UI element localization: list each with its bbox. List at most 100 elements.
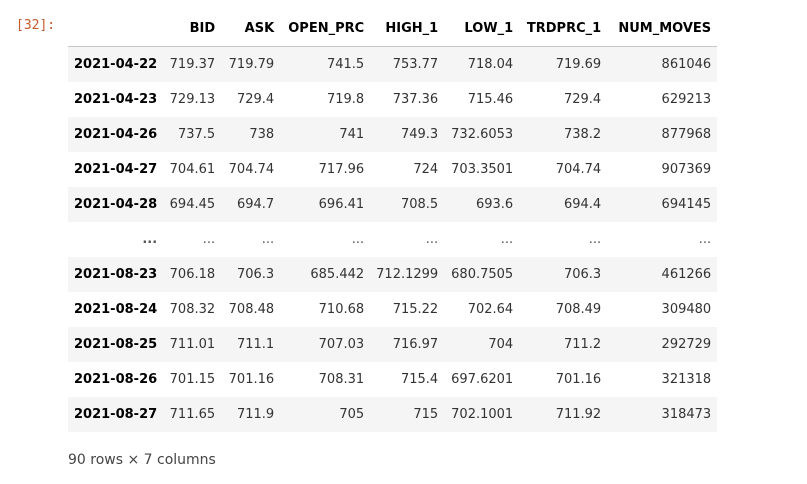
cell-num-moves: 861046 — [661, 57, 712, 72]
cell-num-moves: 318473 — [661, 407, 712, 422]
cell-open-prc: 696.41 — [318, 197, 365, 212]
cell-open-prc: 741 — [339, 127, 365, 142]
table-header: BID ASK OPEN_PRC HIGH_1 LOW_1 TRDPRC_1 N… — [68, 10, 718, 47]
table-row: 2021-04-28 694.45 694.7 696.41 708.5 693… — [68, 187, 718, 222]
cell-ask: 719.79 — [228, 57, 275, 72]
table-row: 2021-04-26 737.5 738 741 749.3 732.6053 … — [68, 117, 718, 152]
cell-open-prc: 719.8 — [326, 92, 365, 107]
row-index: 2021-04-28 — [74, 197, 158, 212]
table-row: 2021-08-23 706.18 706.3 685.442 712.1299… — [68, 257, 718, 292]
cell-trdprc: 694.4 — [563, 197, 602, 212]
cell-num-moves: 292729 — [661, 337, 712, 352]
column-header-bid: BID — [163, 10, 222, 47]
table-row: 2021-04-22 719.37 719.79 741.5 753.77 71… — [68, 46, 718, 82]
column-header-low: LOW_1 — [444, 10, 520, 47]
cell-num-moves: 907369 — [661, 162, 712, 177]
row-index: 2021-04-26 — [74, 127, 158, 142]
cell-high: 708.5 — [400, 197, 439, 212]
cell-ask: 708.48 — [228, 302, 275, 317]
cell-trdprc: 738.2 — [563, 127, 602, 142]
row-index: 2021-08-24 — [74, 302, 158, 317]
table-row: 2021-08-26 701.15 701.16 708.31 715.4 69… — [68, 362, 717, 397]
cell-open-prc: 685.442 — [310, 267, 365, 282]
ellipsis-row: ... ... ... ... ... ... ... ... — [68, 222, 717, 257]
cell-open-prc: ... — [351, 232, 365, 247]
cell-trdprc: ... — [588, 232, 602, 247]
column-header-open-prc: OPEN_PRC — [280, 10, 371, 47]
row-index: 2021-04-22 — [74, 57, 158, 72]
cell-num-moves: 309480 — [661, 302, 712, 317]
cell-num-moves: 461266 — [661, 267, 712, 282]
cell-high: 737.36 — [392, 92, 439, 107]
cell-open-prc: 741.5 — [326, 57, 365, 72]
cell-num-moves: ... — [698, 232, 712, 247]
cell-trdprc: 719.69 — [555, 57, 602, 72]
cell-low: 704 — [488, 337, 514, 352]
cell-low: 702.64 — [467, 302, 514, 317]
cell-open-prc: 708.31 — [318, 372, 365, 387]
cell-num-moves: 877968 — [661, 127, 712, 142]
table-row: 2021-08-25 711.01 711.1 707.03 716.97 70… — [68, 327, 718, 362]
dataframe-table: BID ASK OPEN_PRC HIGH_1 LOW_1 TRDPRC_1 N… — [68, 10, 718, 432]
cell-ask: 694.7 — [236, 197, 275, 212]
cell-trdprc: 701.16 — [555, 372, 602, 387]
cell-low: 697.6201 — [451, 372, 514, 387]
cell-num-moves: 321318 — [661, 372, 712, 387]
cell-bid: 737.5 — [177, 127, 216, 142]
cell-high: 753.77 — [392, 57, 439, 72]
cell-ask: 706.3 — [236, 267, 275, 282]
row-index: 2021-08-23 — [74, 267, 158, 282]
cell-high: 724 — [413, 162, 439, 177]
row-index: ... — [142, 232, 158, 247]
cell-high: ... — [425, 232, 439, 247]
dataframe-shape-summary: 90 rows × 7 columns — [68, 452, 216, 468]
cell-bid: 704.61 — [169, 162, 216, 177]
cell-high: 716.97 — [392, 337, 439, 352]
cell-low: 732.6053 — [451, 127, 514, 142]
cell-low: 703.3501 — [451, 162, 514, 177]
cell-low: 693.6 — [475, 197, 514, 212]
row-index: 2021-08-25 — [74, 337, 158, 352]
table-row: 2021-04-27 704.61 704.74 717.96 724 703.… — [68, 152, 717, 187]
cell-trdprc: 706.3 — [563, 267, 602, 282]
cell-bid: 701.15 — [169, 372, 216, 387]
cell-ask: 711.9 — [236, 407, 275, 422]
column-header-ask: ASK — [221, 10, 281, 47]
cell-bid: 694.45 — [169, 197, 216, 212]
cell-output: BID ASK OPEN_PRC HIGH_1 LOW_1 TRDPRC_1 N… — [68, 10, 718, 432]
column-header-num-moves: NUM_MOVES — [607, 10, 718, 47]
cell-high: 715.22 — [392, 302, 439, 317]
cell-high: 715 — [413, 407, 439, 422]
index-header — [68, 10, 164, 47]
row-index: 2021-08-27 — [74, 407, 158, 422]
cell-open-prc: 707.03 — [318, 337, 365, 352]
cell-ask: ... — [261, 232, 275, 247]
table-row: 2021-08-27 711.65 711.9 705 715 702.1001… — [68, 397, 718, 432]
cell-low: 718.04 — [467, 57, 514, 72]
cell-low: 702.1001 — [451, 407, 514, 422]
cell-ask: 729.4 — [236, 92, 275, 107]
cell-high: 715.4 — [400, 372, 439, 387]
column-header-high: HIGH_1 — [370, 10, 445, 47]
cell-ask: 711.1 — [236, 337, 275, 352]
cell-ask: 738 — [249, 127, 275, 142]
cell-trdprc: 708.49 — [555, 302, 602, 317]
cell-num-moves: 694145 — [661, 197, 712, 212]
table-row: 2021-04-23 729.13 729.4 719.8 737.36 715… — [68, 82, 717, 117]
row-index: 2021-04-23 — [74, 92, 158, 107]
cell-ask: 704.74 — [228, 162, 275, 177]
column-header-trdprc: TRDPRC_1 — [519, 10, 608, 47]
table-body: 2021-04-22 719.37 719.79 741.5 753.77 71… — [68, 46, 718, 432]
cell-prompt: [32]: — [16, 18, 56, 33]
cell-bid: 719.37 — [169, 57, 216, 72]
cell-num-moves: 629213 — [661, 92, 712, 107]
cell-ask: 701.16 — [228, 372, 275, 387]
cell-bid: 711.01 — [169, 337, 216, 352]
cell-trdprc: 711.92 — [555, 407, 602, 422]
cell-open-prc: 717.96 — [318, 162, 365, 177]
cell-bid: 711.65 — [169, 407, 216, 422]
cell-trdprc: 711.2 — [563, 337, 602, 352]
cell-low: ... — [500, 232, 514, 247]
cell-low: 680.7505 — [451, 267, 514, 282]
cell-bid: 708.32 — [169, 302, 216, 317]
